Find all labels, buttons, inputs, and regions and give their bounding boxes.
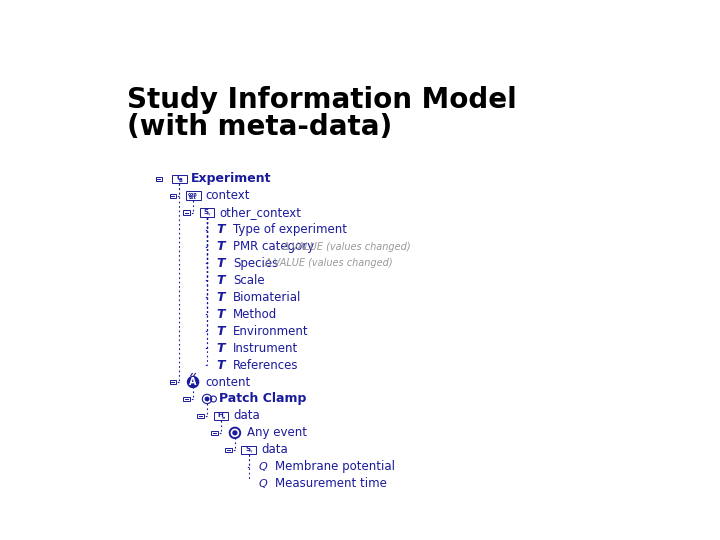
Text: content: content <box>205 375 251 389</box>
Text: Measurement time: Measurement time <box>275 477 387 490</box>
Bar <box>169 380 176 384</box>
Text: C: C <box>176 175 181 181</box>
Text: Δ VALUE (values changed): Δ VALUE (values changed) <box>265 259 393 268</box>
Text: A: A <box>189 377 197 387</box>
Text: H: H <box>217 412 223 418</box>
Bar <box>214 411 228 420</box>
Text: T: T <box>217 325 225 338</box>
Text: T: T <box>217 240 225 253</box>
Text: S: S <box>204 209 209 215</box>
Text: T: T <box>217 342 225 355</box>
Text: Environment: Environment <box>233 325 309 338</box>
Text: Method: Method <box>233 308 277 321</box>
Text: eq: eq <box>249 449 253 454</box>
Bar <box>212 431 217 435</box>
Text: T: T <box>217 359 225 372</box>
Text: other_context: other_context <box>219 206 301 219</box>
Bar <box>184 211 189 215</box>
Text: PMR category: PMR category <box>233 240 315 253</box>
Circle shape <box>230 427 240 438</box>
Text: T: T <box>217 223 225 236</box>
Bar <box>241 446 256 454</box>
Text: Biomaterial: Biomaterial <box>233 291 302 304</box>
Bar <box>171 174 186 183</box>
Text: ≡: ≡ <box>222 415 225 420</box>
Bar <box>184 397 189 401</box>
Text: Type of experiment: Type of experiment <box>233 223 347 236</box>
Bar <box>169 193 176 198</box>
Text: T: T <box>217 291 225 304</box>
Text: data: data <box>261 443 288 456</box>
Text: T: T <box>217 257 225 270</box>
Text: context: context <box>205 189 250 202</box>
Bar <box>197 414 204 418</box>
Bar <box>199 208 215 217</box>
Circle shape <box>205 397 209 401</box>
Circle shape <box>231 429 238 436</box>
Text: T: T <box>217 274 225 287</box>
Text: Q: Q <box>258 478 267 489</box>
Circle shape <box>187 376 199 388</box>
Text: Δ VALUE (values changed): Δ VALUE (values changed) <box>283 241 411 252</box>
Text: Instrument: Instrument <box>233 342 298 355</box>
Text: (with meta-data): (with meta-data) <box>127 112 392 140</box>
Bar <box>156 177 162 181</box>
Text: T: T <box>217 308 225 321</box>
Text: Patch Clamp: Patch Clamp <box>219 393 307 406</box>
Text: B: B <box>179 178 183 183</box>
Text: Membrane potential: Membrane potential <box>275 460 395 473</box>
Text: txt: txt <box>189 195 197 200</box>
Text: References: References <box>233 359 299 372</box>
Text: Q: Q <box>258 462 267 472</box>
Text: Scale: Scale <box>233 274 265 287</box>
Circle shape <box>233 431 237 435</box>
Text: Species: Species <box>233 257 279 270</box>
Text: con: con <box>188 192 198 198</box>
Text: Any event: Any event <box>247 427 307 440</box>
Text: data: data <box>233 409 260 422</box>
Text: Study Information Model: Study Information Model <box>127 86 517 114</box>
Bar <box>186 192 201 200</box>
Text: S: S <box>246 446 251 452</box>
Text: Experiment: Experiment <box>192 172 271 185</box>
Bar <box>225 448 232 452</box>
Text: eq: eq <box>207 212 212 216</box>
